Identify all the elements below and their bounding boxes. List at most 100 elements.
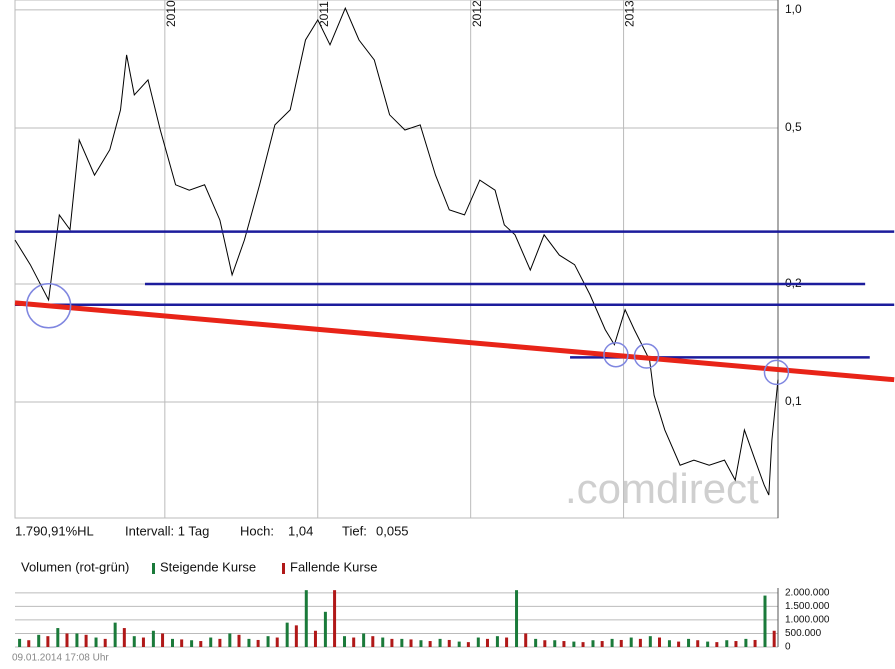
volume-bar — [753, 639, 757, 647]
volume-bar — [419, 640, 423, 647]
x-tick-label: 2013 — [623, 0, 637, 27]
volume-bar — [46, 636, 50, 647]
volume-bar — [581, 642, 585, 647]
volume-bar — [94, 637, 98, 647]
volume-bar — [56, 628, 60, 647]
volume-bar — [151, 630, 155, 647]
volume-bar — [706, 641, 710, 647]
y-tick-label: 0,1 — [785, 394, 802, 408]
volume-bar — [677, 641, 681, 647]
footer: 09.01.2014 17:08 Uhr — [12, 653, 109, 664]
volume-bar — [218, 638, 222, 647]
price-line — [14, 6, 779, 496]
volume-bar — [190, 640, 194, 647]
info-high-label: Hoch: — [240, 523, 274, 538]
volume-bar — [84, 634, 88, 647]
volume-bar — [772, 630, 776, 647]
y-tick-label: 1.500.000 — [785, 601, 830, 612]
info-change: 1.790,91%HL — [15, 523, 94, 538]
highlight-circle — [25, 282, 72, 329]
volume-bar — [591, 640, 595, 647]
volume-bar — [763, 595, 767, 647]
volume-bar — [381, 637, 385, 647]
highlight-circle — [603, 341, 629, 368]
volume-bar — [333, 590, 337, 647]
info-high: 1,04 — [288, 523, 313, 538]
volume-bar — [18, 638, 22, 647]
volume-bar — [400, 638, 404, 647]
legend-label: Steigende Kurse — [160, 559, 256, 574]
legend-swatch — [282, 563, 285, 574]
volume-title: Volumen (rot-grün) — [21, 559, 129, 574]
volume-bar — [524, 633, 528, 647]
volume-bar — [438, 638, 442, 647]
volume-bar — [428, 641, 432, 647]
volume-bar — [610, 638, 614, 647]
volume-bar — [304, 590, 308, 647]
volume-bar — [476, 637, 480, 647]
highlight-circle — [763, 359, 790, 386]
volume-bar — [323, 611, 327, 647]
watermark: .comdirect — [565, 465, 759, 512]
volume-bar — [199, 641, 203, 647]
x-tick-label: 2010 — [164, 0, 178, 27]
volume-bar — [629, 637, 633, 647]
volume-bar — [515, 590, 519, 647]
volume-bar — [619, 639, 623, 647]
volume-bar — [237, 634, 241, 647]
volume-bar — [285, 622, 289, 647]
volume-bar — [65, 633, 69, 647]
info-interval: Intervall: 1 Tag — [125, 523, 209, 538]
x-tick-label: 2011 — [317, 1, 331, 27]
volume-bar — [696, 640, 700, 647]
legend-label: Fallende Kurse — [290, 559, 377, 574]
y-tick-label: 500.000 — [785, 628, 822, 639]
volume-bar — [362, 633, 366, 647]
volume-bar — [161, 633, 165, 647]
volume-bar — [390, 638, 394, 647]
volume-bar — [266, 636, 270, 647]
y-tick-label: 1,0 — [785, 2, 802, 16]
volume-bar — [256, 639, 260, 647]
y-tick-label: 2.000.000 — [785, 588, 830, 599]
volume-bar — [466, 642, 470, 647]
volume-bar — [247, 638, 251, 647]
volume-bar — [228, 633, 232, 647]
volume-bar — [313, 630, 317, 647]
volume-bar — [543, 640, 547, 647]
volume-bar — [648, 636, 652, 647]
volume-bar — [572, 641, 576, 647]
volume-bar — [75, 633, 79, 647]
plot-frame — [14, 0, 779, 519]
volume-bar — [725, 640, 729, 647]
volume-bar — [534, 638, 538, 647]
volume-bar — [505, 637, 509, 647]
volume-bar — [371, 636, 375, 647]
legend-swatch — [152, 563, 155, 574]
highlight-circle — [633, 343, 660, 369]
volume-bar — [132, 636, 136, 647]
volume-bar — [141, 637, 145, 647]
volume-bar — [343, 636, 347, 647]
trend-line — [14, 300, 895, 383]
y-tick-label: 0 — [785, 642, 791, 653]
volume-bar — [667, 640, 671, 647]
volume-bar — [103, 638, 107, 647]
volume-bar — [180, 639, 184, 647]
volume-bar — [744, 638, 748, 647]
volume-bar — [352, 637, 356, 647]
volume-bar — [447, 639, 451, 647]
y-tick-label: 0,5 — [785, 120, 802, 134]
volume-bar — [687, 638, 691, 647]
volume-bar — [113, 622, 117, 647]
x-tick-label: 2012 — [470, 0, 484, 27]
volume-bar — [638, 638, 642, 647]
volume-bar — [734, 641, 738, 647]
volume-bar — [209, 637, 213, 647]
y-tick-label: 1.000.000 — [785, 615, 830, 626]
volume-bar — [562, 641, 566, 647]
volume-bar — [27, 640, 31, 647]
volume-bar — [657, 637, 661, 647]
volume-bar — [294, 625, 298, 647]
